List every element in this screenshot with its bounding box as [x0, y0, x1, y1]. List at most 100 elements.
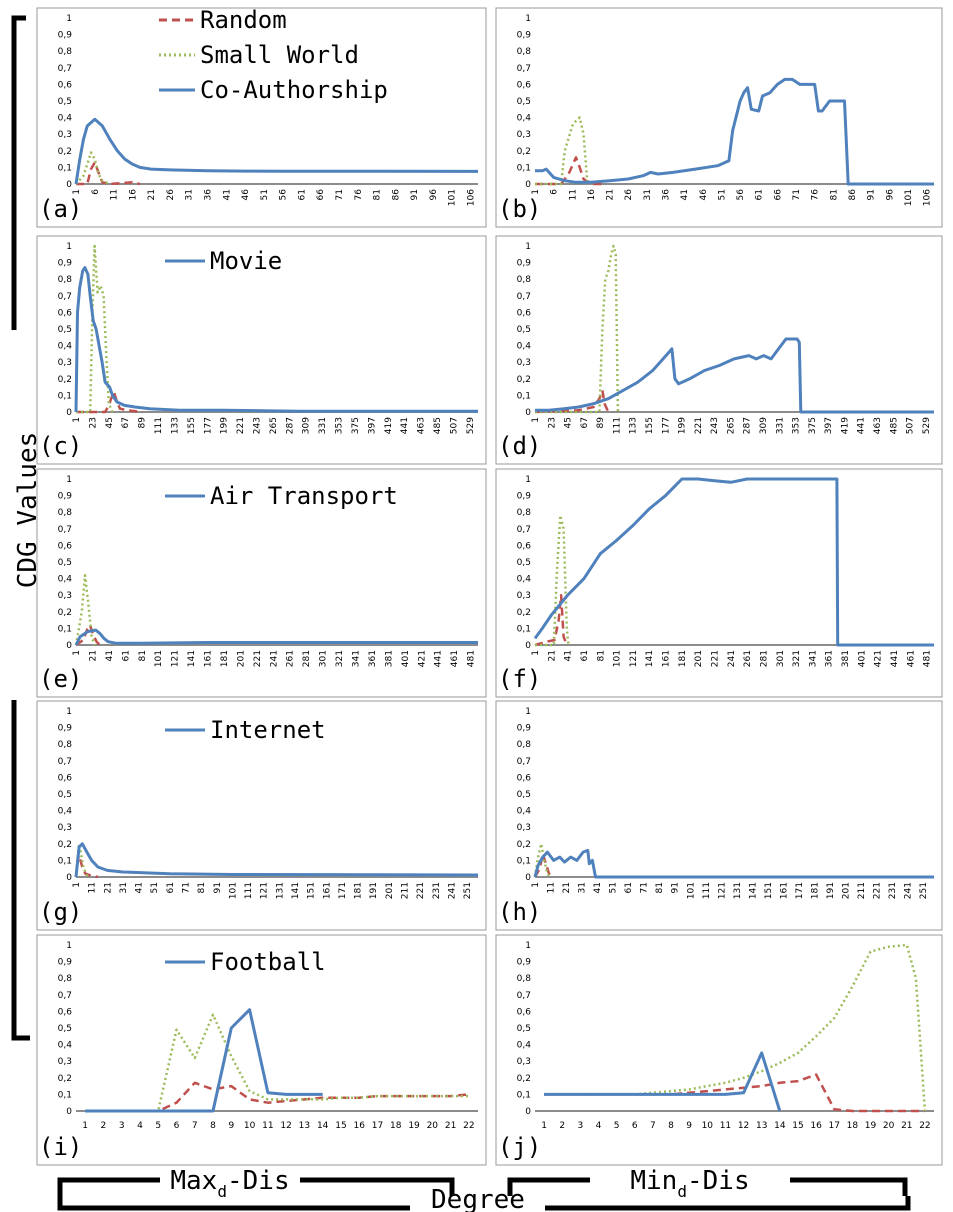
y-tick-label: 0,7: [58, 757, 72, 767]
x-tick-label: 45: [564, 417, 574, 428]
x-tick-label: 41: [680, 189, 690, 200]
y-tick-label: 0,1: [58, 624, 72, 634]
panel-h: 00,10,20,30,40,50,60,70,80,911 11 21 31 41 51…: [495, 700, 943, 931]
x-tick-label: 23: [547, 417, 557, 428]
x-tick-label: 485: [889, 417, 899, 434]
x-tick-label: 6: [632, 1121, 638, 1131]
x-tick-label: 231: [888, 882, 898, 899]
x-tick-label: 171: [795, 882, 805, 899]
y-tick-label: 0,8: [58, 47, 73, 57]
x-tick-label: 181: [678, 650, 688, 667]
series-line-football: [544, 1051, 782, 1112]
x-tick-label: 67: [580, 417, 590, 428]
x-tick-label: 375: [351, 417, 361, 434]
x-tick-label: 106: [466, 189, 476, 206]
series-line-small-world: [533, 842, 552, 878]
x-tick-label: 131: [275, 882, 285, 899]
x-tick-label: 463: [417, 417, 427, 434]
x-tick-label: 281: [759, 650, 769, 667]
y-tick-label: 0,9: [58, 724, 73, 734]
x-tick-label: 67: [121, 417, 131, 428]
x-tick-label: 16: [354, 1121, 366, 1131]
series-line-random: [544, 1073, 925, 1113]
x-tick-label: 1: [72, 650, 82, 656]
x-tick-label: 5: [155, 1121, 161, 1131]
y-tick-label: 0,8: [517, 47, 532, 57]
x-tick-label: 381: [384, 650, 394, 667]
x-tick-label: 265: [269, 417, 279, 434]
y-tick-label: 0,4: [517, 342, 532, 352]
y-tick-label: 0,9: [517, 492, 532, 502]
x-tick-label: 133: [629, 417, 639, 434]
y-tick-label: 0,4: [58, 1041, 73, 1051]
x-tick-label: 41: [222, 189, 232, 200]
x-tick-label: 485: [433, 417, 443, 434]
x-tick-label: 199: [220, 417, 230, 434]
panel-f: 00,10,20,30,40,50,60,70,80,911 21 41 61 81 10…: [495, 468, 943, 698]
y-tick-label: 0,1: [58, 856, 72, 866]
y-tick-label: 0,3: [517, 1057, 531, 1067]
panel-label: (c): [39, 432, 82, 460]
x-tick-label: 121: [629, 650, 639, 667]
legend-label: Random: [200, 6, 287, 34]
x-tick-label: 10: [702, 1121, 714, 1131]
x-tick-label: 321: [792, 650, 802, 667]
x-tick-label: 11: [547, 882, 557, 893]
y-tick-label: 0,7: [517, 525, 531, 535]
y-tick-label: 0,9: [517, 724, 532, 734]
panel-i: 00,10,20,30,40,50,60,70,80,911 2 3 4 5 6 7 8 9 10…: [36, 934, 487, 1166]
y-tick-label: 0,7: [517, 292, 531, 302]
x-tick-label: 21: [445, 1121, 456, 1131]
x-tick-label: 101: [448, 189, 458, 206]
degree-label: Degree: [431, 1185, 525, 1212]
y-tick-label: 1: [525, 14, 531, 24]
x-tick-label: 31: [578, 882, 588, 893]
y-tick-label: 1: [525, 242, 531, 252]
series-line-air-transport: [74, 628, 478, 646]
x-tick-label: 221: [711, 650, 721, 667]
x-tick-label: 201: [842, 882, 852, 899]
x-tick-label: 1: [72, 882, 82, 888]
y-tick-label: 0,7: [517, 64, 531, 74]
y-tick-label: 0: [66, 641, 72, 651]
x-tick-label: 8: [210, 1121, 216, 1131]
x-tick-label: 461: [450, 650, 460, 667]
series-line-movie: [535, 337, 934, 414]
x-tick-label: 155: [645, 417, 655, 434]
x-tick-label: 121: [717, 882, 727, 899]
x-tick-label: 201: [236, 650, 246, 667]
series-line-random: [534, 593, 568, 647]
max-dis-label: Maxd-Dis: [170, 1166, 289, 1201]
legend: Random Small World Co-Authorship: [159, 6, 388, 104]
x-tick-label: 1: [531, 882, 541, 888]
x-tick-label: 81: [197, 882, 207, 893]
series-line-random: [85, 1081, 470, 1113]
series-line-co-authorship: [535, 77, 934, 186]
x-tick-label: 21: [103, 882, 113, 893]
x-tick-label: 15: [335, 1121, 346, 1131]
y-tick-label: 0,9: [58, 958, 73, 968]
series-line-small-world: [535, 514, 570, 647]
panel-frame: [36, 7, 487, 228]
x-tick-label: 1: [531, 189, 541, 195]
x-tick-label: 31: [185, 189, 195, 200]
x-tick-label: 321: [335, 650, 345, 667]
y-tick-label: 0,2: [58, 375, 72, 385]
x-tick-label: 133: [170, 417, 180, 434]
x-tick-label: 331: [775, 417, 785, 434]
y-tick-label: 1: [525, 707, 531, 717]
x-tick-label: 101: [154, 650, 164, 667]
x-tick-label: 91: [671, 882, 681, 893]
x-tick-label: 161: [779, 882, 789, 899]
x-tick-label: 91: [213, 882, 223, 893]
x-tick-label: 46: [241, 189, 251, 201]
x-tick-label: 529: [922, 417, 932, 434]
x-tick-label: 111: [612, 417, 622, 434]
series-line-football: [85, 1008, 323, 1113]
x-tick-label: 151: [764, 882, 774, 899]
y-tick-label: 0,7: [58, 991, 72, 1001]
y-tick-label: 0: [66, 873, 72, 883]
y-tick-label: 0,3: [58, 823, 72, 833]
series-line-co-authorship: [74, 117, 479, 185]
x-tick-label: 11: [568, 189, 578, 200]
